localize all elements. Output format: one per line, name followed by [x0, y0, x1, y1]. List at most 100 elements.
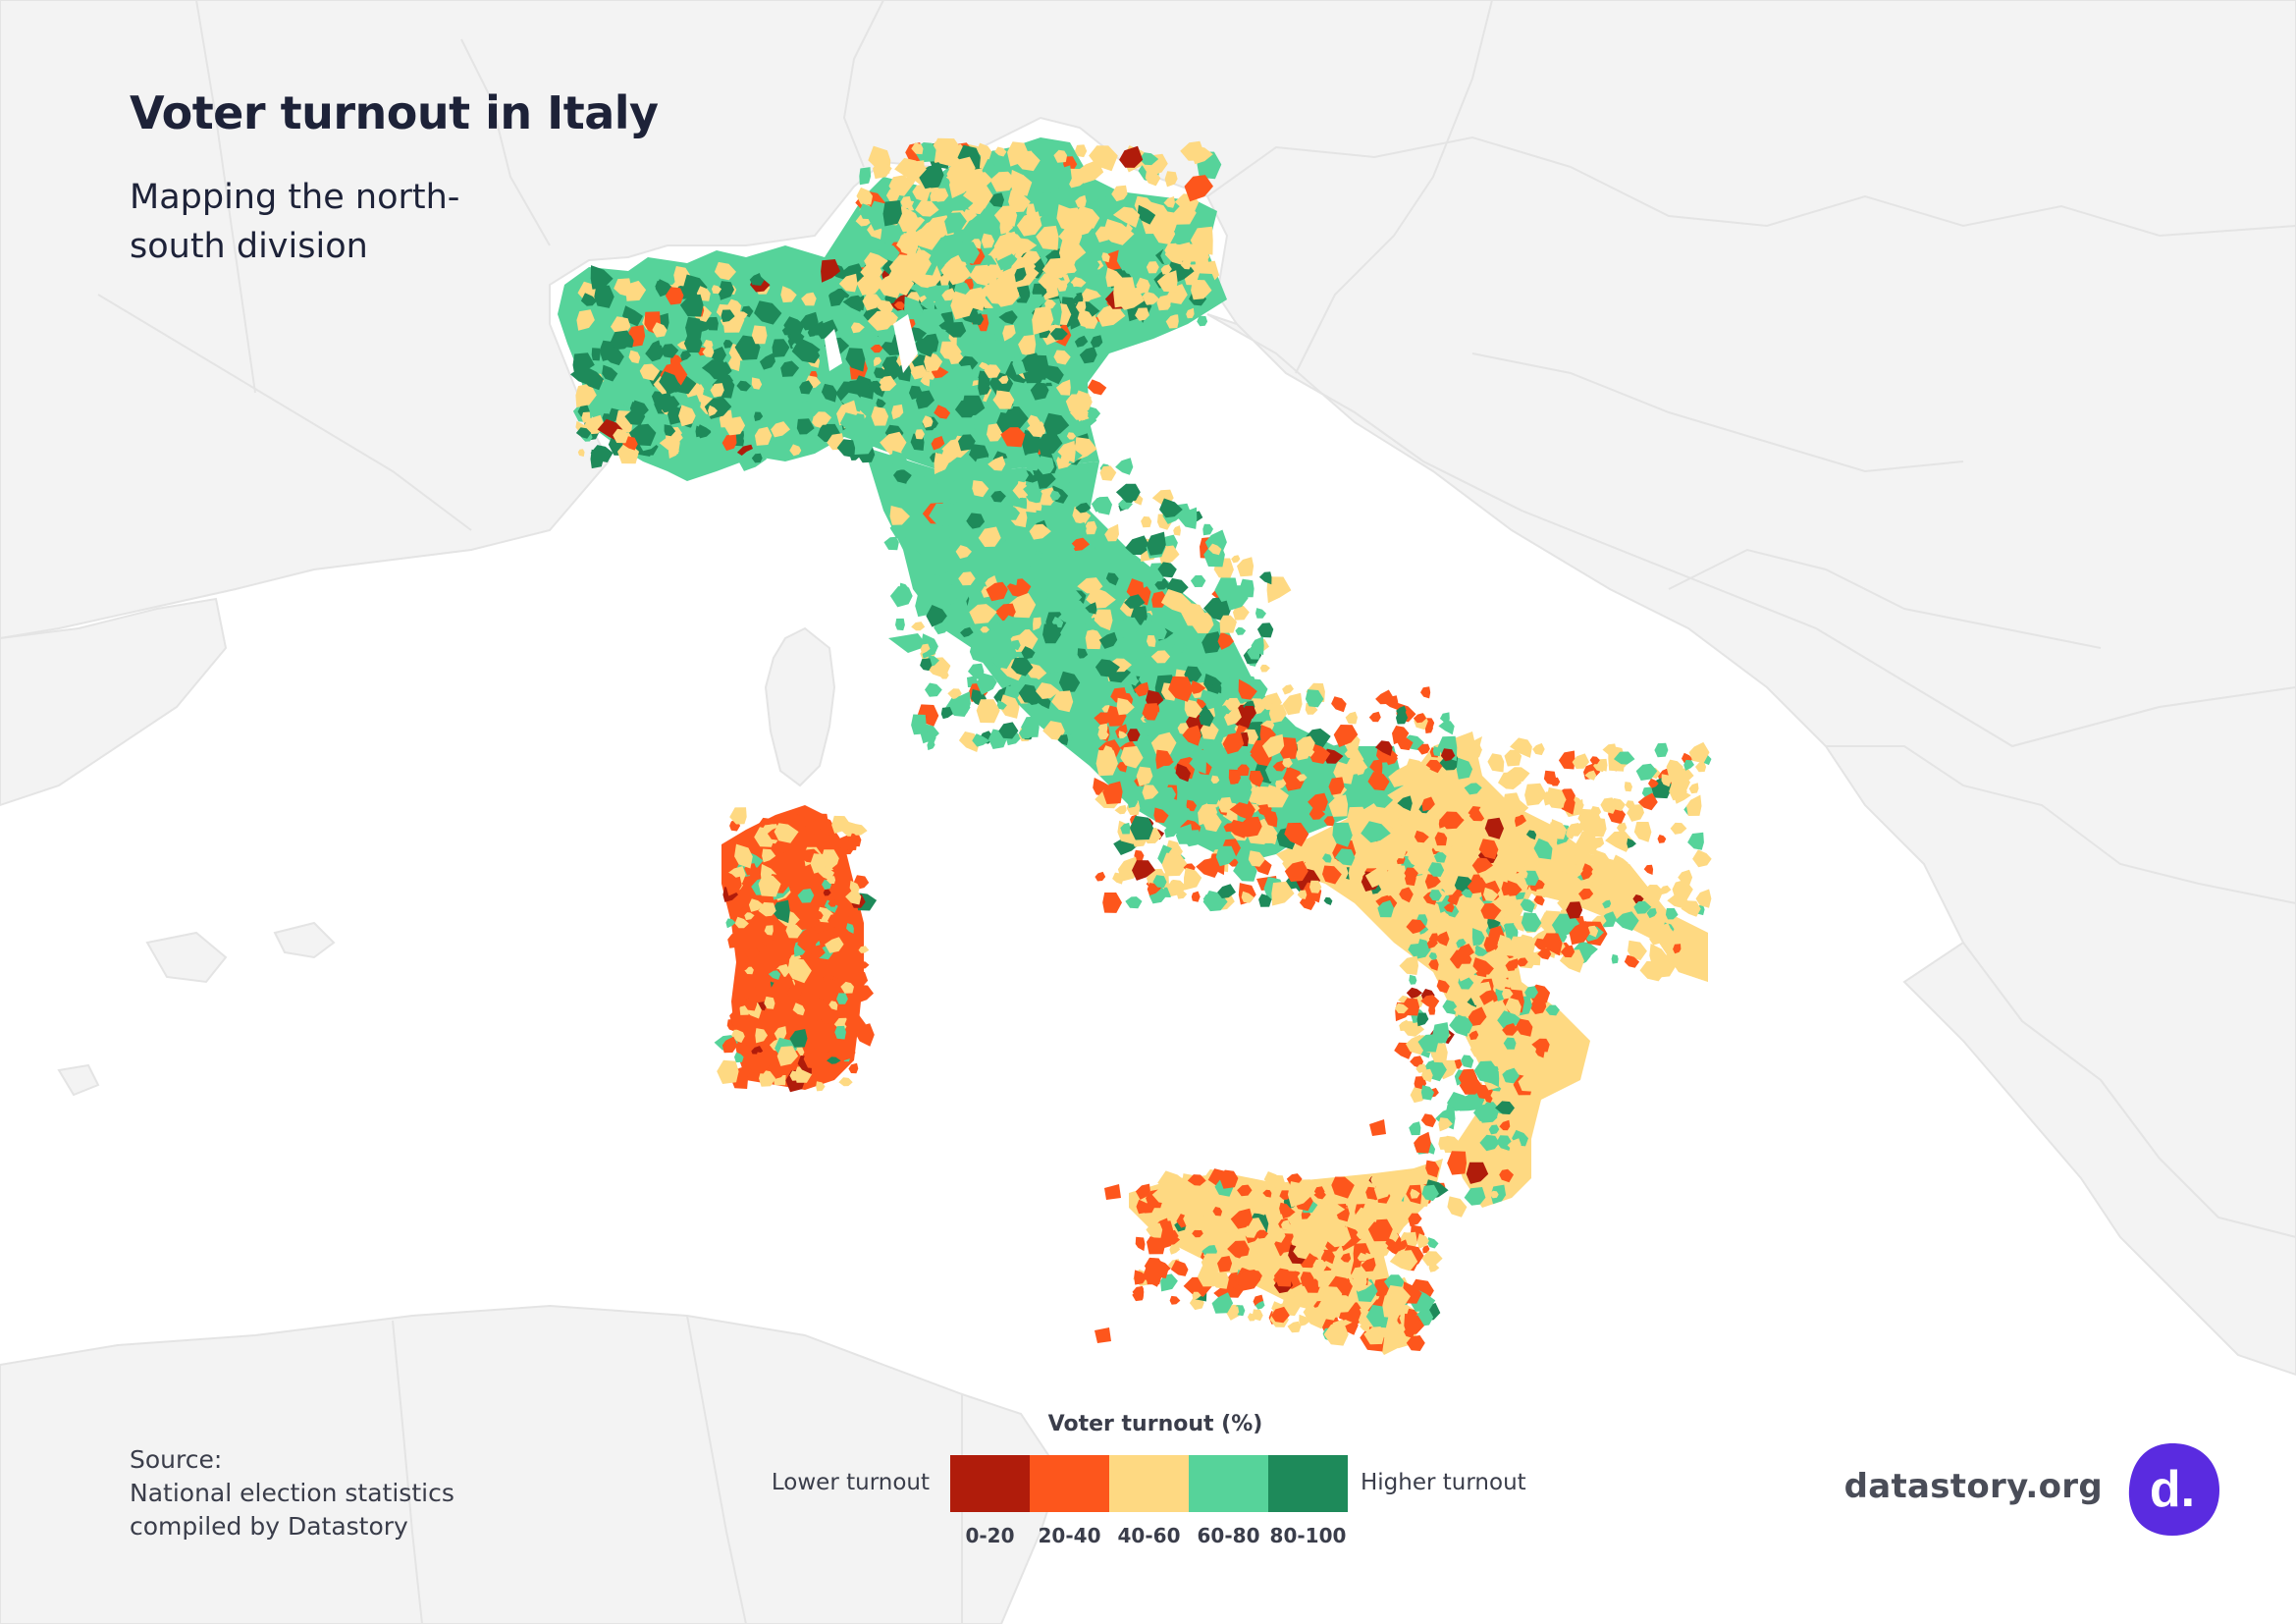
municipality-patch	[1282, 766, 1306, 791]
municipality-patch	[1236, 1255, 1255, 1269]
municipality-patch	[1169, 1244, 1181, 1255]
municipality-patch	[873, 356, 882, 367]
municipality-patch	[1317, 1275, 1329, 1287]
municipality-patch	[1145, 170, 1161, 187]
municipality-patch	[1085, 628, 1102, 650]
municipality-patch	[685, 316, 703, 340]
municipality-patch	[1043, 412, 1070, 439]
municipality-patch	[737, 961, 749, 972]
municipality-patch	[1681, 900, 1701, 917]
municipality-patch	[1436, 979, 1450, 994]
municipality-patch	[953, 364, 975, 389]
municipality-patch	[1070, 277, 1087, 288]
municipality-patch	[944, 212, 967, 235]
municipality-patch	[645, 345, 665, 362]
municipality-patch	[1165, 313, 1179, 329]
municipality-patch	[751, 453, 763, 463]
municipality-patch	[976, 699, 1000, 724]
municipality-patch	[1202, 523, 1213, 536]
municipality-patch	[1232, 605, 1250, 621]
municipality-patch	[1520, 898, 1535, 913]
municipality-patch	[683, 333, 703, 353]
municipality-patch	[1099, 465, 1117, 481]
municipality-patch	[820, 1061, 836, 1076]
municipality-patch	[785, 922, 803, 939]
municipality-patch	[1382, 1293, 1403, 1319]
municipality-patch	[764, 925, 774, 936]
municipality-patch	[1217, 631, 1234, 650]
municipality-patch	[652, 322, 667, 338]
municipality-patch	[1432, 1022, 1450, 1044]
municipality-patch	[1472, 945, 1489, 956]
municipality-patch	[1434, 832, 1448, 846]
municipality-patch	[1180, 140, 1204, 161]
legend-title: Voter turnout (%)	[1047, 1412, 1263, 1436]
municipality-patch	[1549, 822, 1558, 833]
legend-swatch-80-100	[1268, 1455, 1348, 1512]
municipality-patch	[1646, 908, 1657, 919]
municipality-patch	[721, 1036, 738, 1054]
municipality-patch	[1049, 490, 1061, 502]
municipality-patch	[900, 195, 912, 209]
municipality-patch	[1443, 901, 1455, 913]
municipality-patch	[889, 586, 913, 608]
municipality-patch	[1000, 287, 1020, 302]
municipality-patch	[1529, 998, 1547, 1014]
municipality-patch	[768, 970, 781, 980]
page-title: Voter turnout in Italy	[130, 86, 659, 139]
municipality-patch	[1096, 303, 1126, 327]
municipality-patch	[1035, 550, 1043, 561]
municipality-patch	[1434, 776, 1454, 792]
municipality-patch	[877, 454, 893, 473]
municipality-patch	[948, 496, 959, 505]
municipality-patch	[1023, 480, 1040, 497]
municipality-patch	[789, 444, 802, 457]
municipality-patch	[920, 376, 931, 387]
municipality-patch	[1097, 728, 1109, 740]
municipality-patch	[1148, 1236, 1165, 1253]
municipality-patch	[1146, 1222, 1163, 1238]
municipality-patch	[1258, 571, 1272, 585]
municipality-patch	[860, 263, 882, 282]
municipality-patch	[1459, 1076, 1482, 1095]
municipality-patch	[1602, 899, 1612, 909]
municipality-patch	[577, 449, 585, 458]
municipality-patch	[1087, 467, 1096, 478]
municipality-patch	[1125, 535, 1150, 555]
municipality-patch	[1157, 562, 1177, 578]
municipality-patch	[1223, 823, 1233, 833]
municipality-patch	[1164, 243, 1182, 258]
municipality-patch	[804, 819, 821, 836]
municipality-patch	[678, 405, 696, 427]
brand-url[interactable]: datastory.org	[1843, 1467, 2103, 1506]
municipality-patch	[828, 899, 837, 907]
municipality-patch	[693, 384, 705, 395]
municipality-patch	[986, 581, 1008, 602]
municipality-patch	[761, 934, 774, 947]
municipality-patch	[1229, 783, 1253, 805]
municipality-patch	[734, 335, 761, 360]
municipality-patch	[960, 626, 974, 637]
municipality-patch	[1191, 680, 1206, 694]
municipality-patch	[1155, 749, 1173, 770]
municipality-patch	[1495, 988, 1503, 999]
municipality-patch	[1016, 211, 1042, 237]
municipality-patch	[1614, 751, 1635, 765]
municipality-patch	[1344, 749, 1357, 759]
municipality-patch	[1002, 504, 1020, 520]
datastory-logo-icon[interactable]: d.	[2123, 1439, 2221, 1538]
municipality-patch	[1488, 1124, 1500, 1135]
municipality-patch	[816, 1081, 826, 1092]
municipality-patch	[774, 823, 799, 843]
municipality-patch	[1409, 974, 1417, 985]
municipality-patch	[841, 1046, 856, 1061]
municipality-patch	[1440, 748, 1456, 762]
municipality-patch	[1428, 959, 1439, 971]
municipality-patch	[725, 918, 736, 929]
municipality-patch	[1028, 569, 1048, 592]
municipality-patch	[1254, 787, 1271, 805]
municipality-patch	[1497, 1010, 1523, 1030]
municipality-patch	[1416, 1012, 1429, 1027]
municipality-patch	[1184, 699, 1202, 719]
municipality-patch	[1183, 830, 1202, 847]
